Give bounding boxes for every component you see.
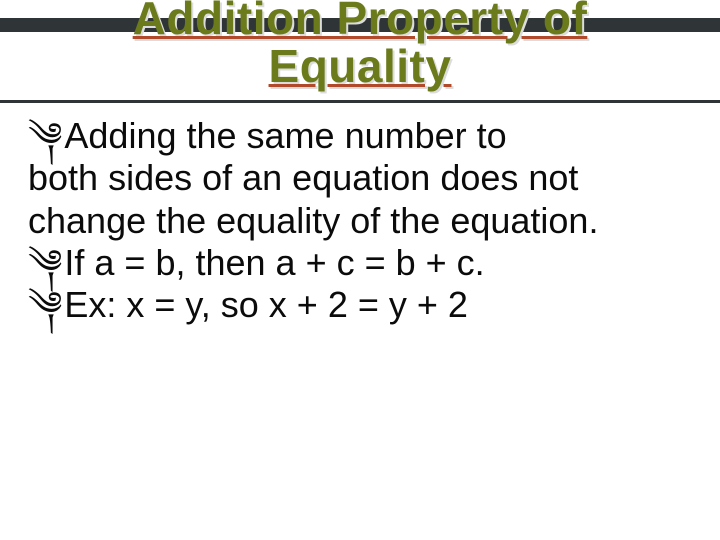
- title-rule-bottom: [0, 100, 720, 103]
- title-band: Addition Property of Equality: [0, 0, 720, 107]
- slide-title: Addition Property of Equality: [0, 0, 720, 91]
- title-line-1: Addition Property of: [133, 0, 588, 44]
- bullet-item: ༆ Ex: x = y, so x + 2 = y + 2: [28, 284, 692, 326]
- bullet-item: ༆ Adding the same number to: [28, 115, 692, 157]
- bullet-text: If a = b, then a + c = b + c.: [64, 242, 692, 284]
- body-area: ༆ Adding the same number to both sides o…: [0, 107, 720, 327]
- title-line-2: Equality: [269, 40, 452, 92]
- bullet-icon: ༆: [28, 242, 62, 284]
- bullet-icon: ༆: [28, 284, 62, 326]
- bullet-icon: ༆: [28, 115, 62, 157]
- bullet-continuation: both sides of an equation does not chang…: [28, 157, 692, 242]
- slide: Addition Property of Equality ༆ Adding t…: [0, 0, 720, 540]
- bullet-text: Adding the same number to: [64, 115, 692, 157]
- bullet-text: Ex: x = y, so x + 2 = y + 2: [64, 284, 692, 326]
- bullet-item: ༆ If a = b, then a + c = b + c.: [28, 242, 692, 284]
